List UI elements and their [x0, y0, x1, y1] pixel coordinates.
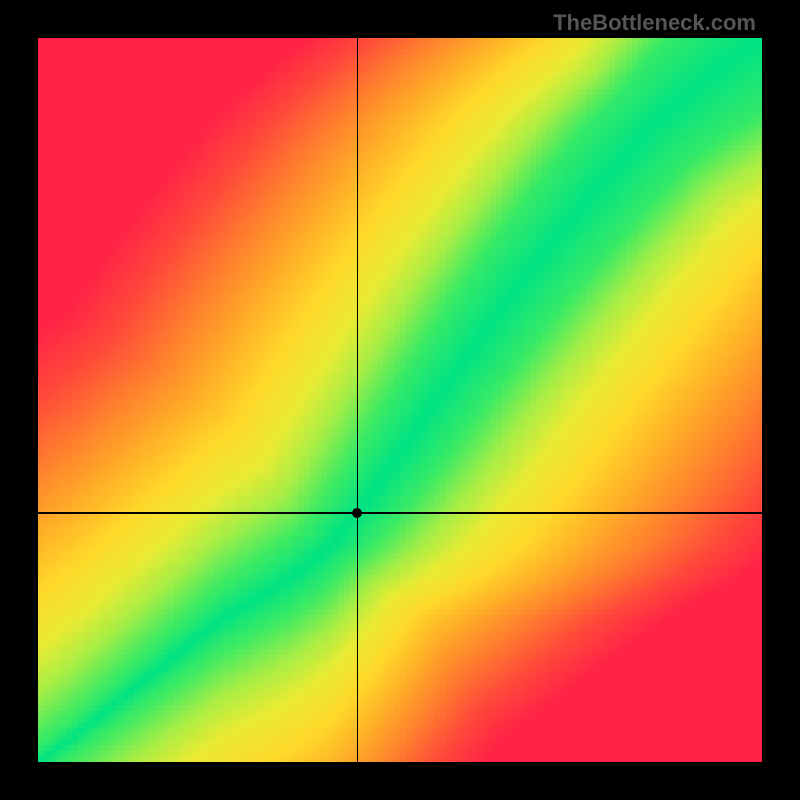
watermark-text: TheBottleneck.com — [553, 10, 756, 36]
crosshair-horizontal-line — [38, 512, 762, 513]
crosshair-vertical-line — [357, 38, 358, 762]
bottleneck-heatmap — [38, 38, 762, 762]
chart-container: TheBottleneck.com — [0, 0, 800, 800]
